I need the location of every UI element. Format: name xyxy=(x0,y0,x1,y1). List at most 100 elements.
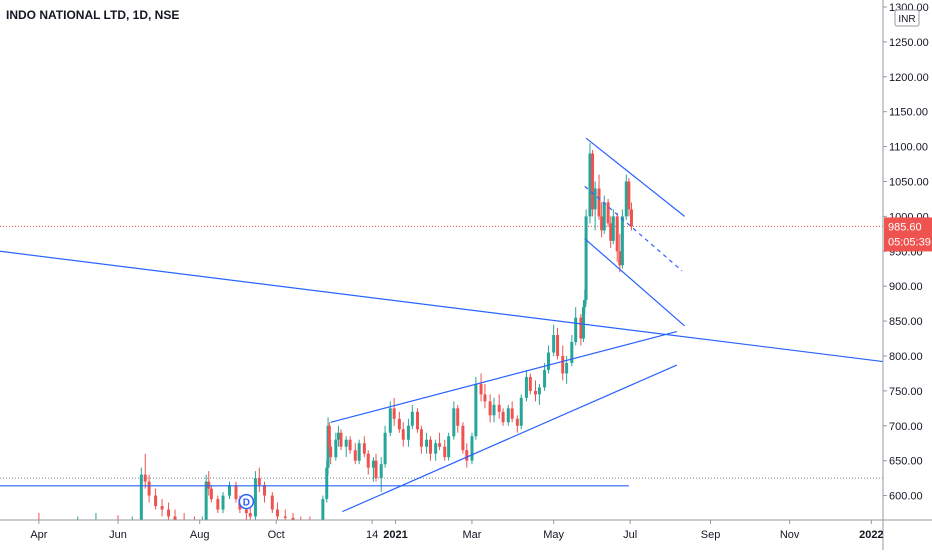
candle[interactable] xyxy=(348,436,352,454)
candle[interactable] xyxy=(228,481,232,500)
candle[interactable] xyxy=(543,362,547,391)
trendline-flag-lower[interactable] xyxy=(584,238,686,327)
candle[interactable] xyxy=(465,443,469,468)
candle[interactable] xyxy=(461,422,465,454)
candle[interactable] xyxy=(600,202,604,238)
candle[interactable] xyxy=(339,429,343,451)
candle[interactable] xyxy=(624,174,628,220)
y-axis-ticks[interactable]: 1300.001250.001200.001150.001100.001050.… xyxy=(883,2,929,503)
candle[interactable] xyxy=(488,394,492,423)
candle[interactable] xyxy=(561,345,565,381)
candle[interactable] xyxy=(629,202,633,231)
candle[interactable] xyxy=(201,516,204,531)
candle[interactable] xyxy=(299,516,302,530)
candle[interactable] xyxy=(419,425,423,454)
candle[interactable] xyxy=(270,492,274,514)
candle[interactable] xyxy=(497,394,501,419)
candle[interactable] xyxy=(474,376,478,440)
candle[interactable] xyxy=(173,509,177,527)
candle[interactable] xyxy=(209,485,213,503)
candle[interactable] xyxy=(443,439,447,461)
candle[interactable] xyxy=(116,515,119,537)
dividend-markers[interactable]: D xyxy=(238,493,255,510)
candle[interactable] xyxy=(556,328,560,360)
candle[interactable] xyxy=(456,404,460,433)
candle[interactable] xyxy=(416,408,420,433)
candle[interactable] xyxy=(283,509,287,524)
candle[interactable] xyxy=(207,471,211,496)
candle[interactable] xyxy=(143,453,147,489)
candle[interactable] xyxy=(579,314,583,346)
candle[interactable] xyxy=(362,436,366,458)
candle[interactable] xyxy=(602,195,606,234)
candle[interactable] xyxy=(425,432,429,454)
candle[interactable] xyxy=(618,233,622,273)
candle[interactable] xyxy=(615,212,619,262)
trendline-channel-upper[interactable] xyxy=(330,330,677,423)
candle[interactable] xyxy=(588,143,592,224)
candle[interactable] xyxy=(452,401,456,440)
candle[interactable] xyxy=(528,373,532,395)
trendlines[interactable] xyxy=(0,137,884,513)
candle[interactable] xyxy=(94,513,97,532)
candle[interactable] xyxy=(434,439,438,461)
trendline-flag-mid[interactable] xyxy=(584,185,683,272)
trendline-long-downtrend[interactable] xyxy=(0,250,884,363)
candle[interactable] xyxy=(519,394,523,430)
candle[interactable] xyxy=(37,513,40,537)
candle[interactable] xyxy=(534,380,538,402)
candle[interactable] xyxy=(221,492,225,514)
candle[interactable] xyxy=(308,516,311,532)
currency-badge-box[interactable] xyxy=(894,9,920,27)
candle[interactable] xyxy=(524,369,528,402)
candle[interactable] xyxy=(447,432,451,461)
candle[interactable] xyxy=(383,425,387,468)
candle[interactable] xyxy=(574,307,578,346)
candle[interactable] xyxy=(183,513,186,530)
candle[interactable] xyxy=(316,520,319,534)
candle[interactable] xyxy=(406,418,410,447)
x-axis-ticks[interactable]: Apr Jun Aug Oct 14 2021 Mar May Jul Sep Nov 2022 xyxy=(30,520,884,541)
candle[interactable] xyxy=(139,467,143,527)
candle[interactable] xyxy=(438,432,442,451)
candle[interactable] xyxy=(401,422,405,447)
candle[interactable] xyxy=(428,436,432,461)
candle[interactable] xyxy=(275,502,279,520)
candle[interactable] xyxy=(609,216,613,248)
candle[interactable] xyxy=(234,481,238,503)
candle[interactable] xyxy=(627,177,631,217)
candle[interactable] xyxy=(546,345,550,374)
candle[interactable] xyxy=(334,432,338,461)
candle[interactable] xyxy=(392,397,396,426)
candle[interactable] xyxy=(248,506,252,523)
candle[interactable] xyxy=(479,373,483,402)
candle[interactable] xyxy=(611,209,615,245)
candle[interactable] xyxy=(483,383,487,409)
currency-badge[interactable]: INR xyxy=(894,9,920,27)
candle[interactable] xyxy=(193,516,196,532)
candle[interactable] xyxy=(537,383,541,405)
candle[interactable] xyxy=(397,411,401,433)
candle[interactable] xyxy=(336,425,340,447)
candle[interactable] xyxy=(379,457,383,493)
dividend-marker[interactable] xyxy=(238,493,255,510)
candle[interactable] xyxy=(374,453,378,482)
candle[interactable] xyxy=(597,174,601,220)
candle[interactable] xyxy=(591,150,595,217)
candle[interactable] xyxy=(253,471,257,520)
candle[interactable] xyxy=(584,209,588,304)
candle[interactable] xyxy=(410,404,414,430)
candle[interactable] xyxy=(154,488,158,510)
candle[interactable] xyxy=(492,397,496,423)
candle[interactable] xyxy=(291,513,295,527)
candle[interactable] xyxy=(257,467,261,493)
candle[interactable] xyxy=(329,439,333,465)
candle[interactable] xyxy=(147,474,151,503)
candle[interactable] xyxy=(216,495,220,514)
trendline-channel-lower[interactable] xyxy=(342,364,678,513)
candle[interactable] xyxy=(357,439,361,465)
candle[interactable] xyxy=(160,499,164,517)
candle[interactable] xyxy=(506,404,510,426)
